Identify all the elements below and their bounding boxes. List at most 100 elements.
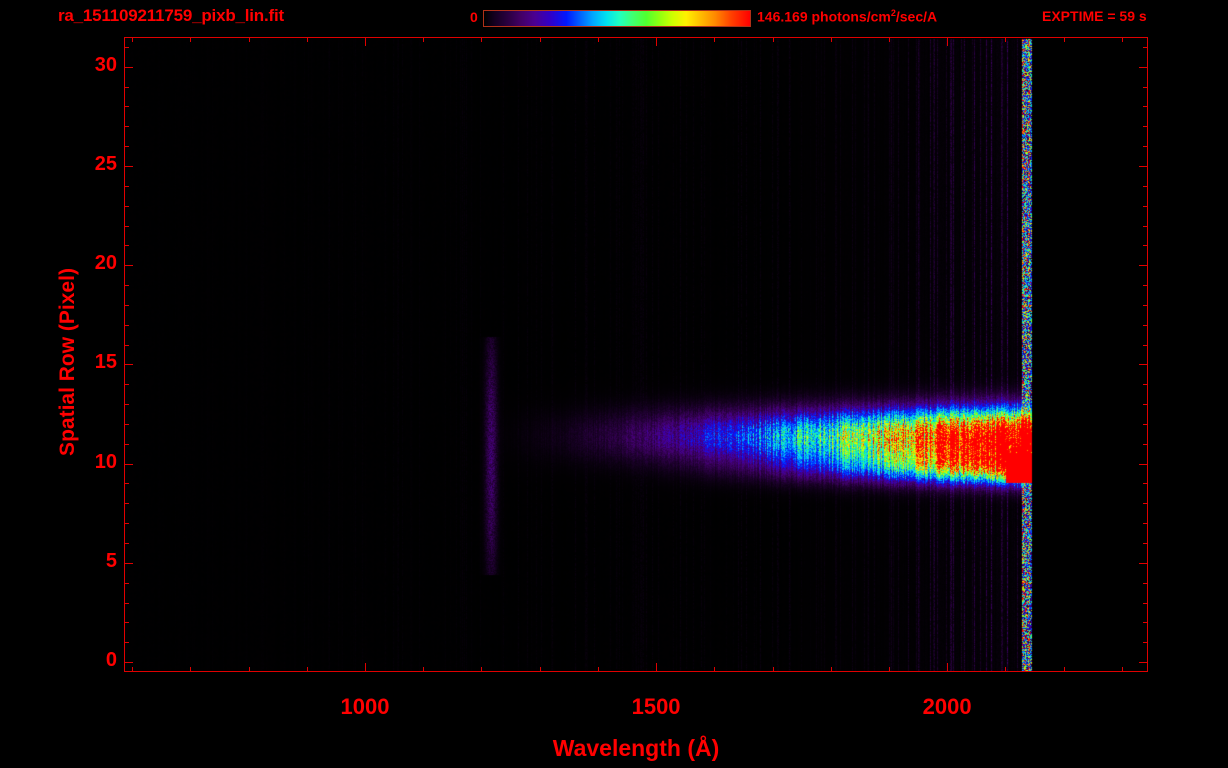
y-tick-27 [124,126,129,127]
y-tick-21 [124,245,129,246]
y-tick-right-2 [1143,622,1148,623]
y-tick-right-26 [1143,146,1148,147]
x-tick-2200 [1064,667,1065,672]
y-tick-20 [124,265,133,266]
y-tick-7 [124,523,129,524]
y-tick-26 [124,146,129,147]
y-tick-right-22 [1143,226,1148,227]
x-tick-1800 [831,667,832,672]
y-tick-right-14 [1143,384,1148,385]
y-tick-right-19 [1143,285,1148,286]
y-tick-22 [124,226,129,227]
exptime-label: EXPTIME = 59 s [1042,8,1147,24]
spectrum-heatmap-canvas [125,38,1147,671]
colorbar-unit-suffix: /sec/A [895,8,938,25]
x-tick-label-1500: 1500 [631,694,681,719]
y-tick-31 [124,47,129,48]
x-tick-top-1700 [773,37,774,42]
y-tick-right-10 [1139,464,1148,465]
x-tick-2000 [947,663,948,672]
x-tick-top-2100 [1005,37,1006,42]
x-tick-top-1500 [656,37,657,46]
x-tick-top-1600 [714,37,715,42]
x-tick-1100 [423,667,424,672]
x-axis-title: Wavelength (Å) [552,735,720,761]
x-tick-top-1800 [831,37,832,42]
y-tick-23 [124,206,129,207]
y-tick-label-5: 5 [105,549,117,572]
y-tick-right-18 [1143,305,1148,306]
y-tick-right-16 [1143,345,1148,346]
y-tick-2 [124,622,129,623]
spectrum-image-plot [124,37,1148,672]
y-tick-right-15 [1139,364,1148,365]
x-tick-top-1900 [889,37,890,42]
x-tick-1200 [481,667,482,672]
y-tick-right-1 [1143,642,1148,643]
x-tick-top-600 [132,37,133,42]
x-tick-1700 [773,667,774,672]
x-tick-top-1000 [365,37,366,46]
x-tick-1900 [889,667,890,672]
colorbar-max-value: 146.169 [757,8,808,25]
y-tick-6 [124,543,129,544]
y-tick-right-3 [1143,603,1148,604]
y-tick-right-30 [1139,67,1148,68]
x-tick-2300 [1122,667,1123,672]
y-tick-label-10: 10 [94,450,117,473]
y-axis-title: Spatial Row (Pixel) [56,268,79,456]
y-tick-right-4 [1143,583,1148,584]
y-tick-label-25: 25 [94,152,117,175]
colorbar-unit-exponent: 2 [890,8,896,18]
y-tick-right-6 [1143,543,1148,544]
y-tick-16 [124,345,129,346]
colorbar-max-label: 146.169 photons/cm2/sec/A [757,8,937,25]
y-tick-right-20 [1139,265,1148,266]
x-tick-top-2200 [1064,37,1065,42]
y-tick-18 [124,305,129,306]
x-tick-top-1300 [540,37,541,42]
y-tick-right-28 [1143,106,1148,107]
y-tick-label-20: 20 [94,252,117,275]
y-tick-right-17 [1143,325,1148,326]
x-tick-top-2300 [1122,37,1123,42]
colorbar-unit-prefix: photons/cm [811,8,891,25]
colorbar-gradient [483,10,751,27]
x-tick-top-800 [249,37,250,42]
y-tick-right-11 [1143,444,1148,445]
y-tick-19 [124,285,129,286]
y-tick-25 [124,166,133,167]
x-tick-top-1400 [598,37,599,42]
y-tick-5 [124,563,133,564]
x-tick-top-2000 [947,37,948,46]
y-tick-right-31 [1143,47,1148,48]
y-tick-label-30: 30 [94,53,117,76]
y-tick-10 [124,464,133,465]
y-tick-right-13 [1143,404,1148,405]
y-tick-right-7 [1143,523,1148,524]
x-tick-1300 [540,667,541,672]
y-tick-28 [124,106,129,107]
y-tick-3 [124,603,129,604]
y-tick-right-24 [1143,186,1148,187]
y-tick-8 [124,503,129,504]
x-tick-900 [307,667,308,672]
page-title: ra_151109211759_pixb_lin.fit [58,6,284,25]
y-tick-9 [124,483,129,484]
y-tick-4 [124,583,129,584]
y-tick-right-25 [1139,166,1148,167]
y-tick-1 [124,642,129,643]
y-tick-right-8 [1143,503,1148,504]
y-tick-right-29 [1143,87,1148,88]
y-tick-right-21 [1143,245,1148,246]
x-tick-1000 [365,663,366,672]
y-tick-13 [124,404,129,405]
y-tick-label-0: 0 [105,649,117,672]
y-tick-right-9 [1143,483,1148,484]
y-tick-15 [124,364,133,365]
x-tick-top-1200 [481,37,482,42]
y-tick-30 [124,67,133,68]
x-tick-top-1100 [423,37,424,42]
x-tick-1500 [656,663,657,672]
